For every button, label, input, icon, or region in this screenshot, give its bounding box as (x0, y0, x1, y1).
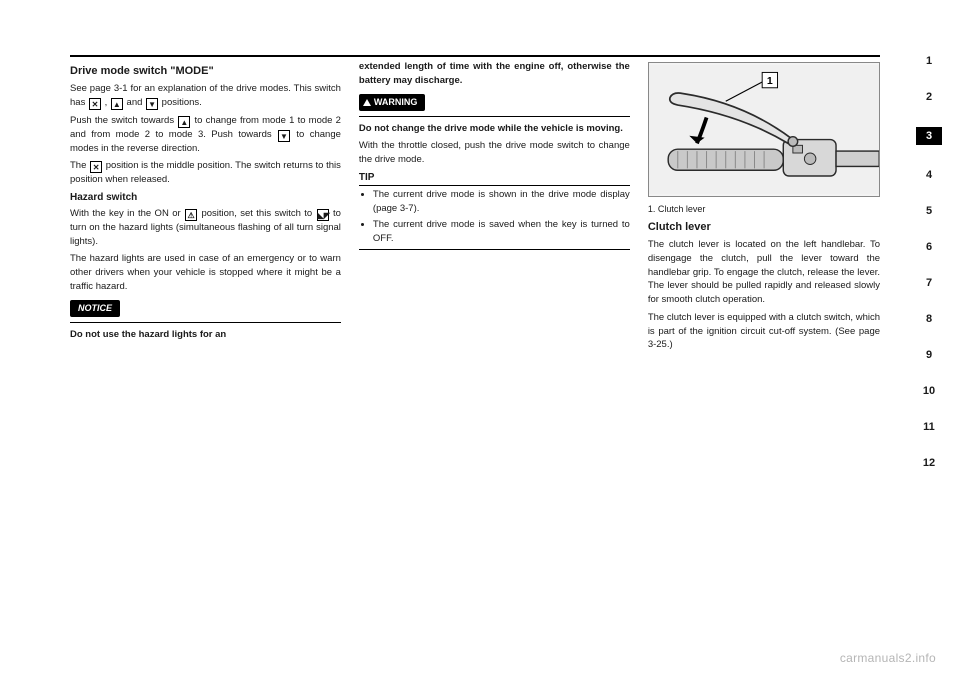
warning-badge: WARNING (359, 94, 426, 111)
tab-2[interactable]: 2 (916, 91, 942, 103)
tab-5[interactable]: 5 (916, 205, 942, 217)
figure-caption: 1. Clutch lever (648, 203, 880, 216)
tab-11[interactable]: 11 (916, 421, 942, 433)
text: and (127, 97, 146, 108)
tip-end-rule (359, 249, 630, 250)
clutch-lever-figure: 1 (648, 62, 880, 197)
tip-item: The current drive mode is saved when the… (373, 218, 630, 246)
x-icon: ✕ (90, 161, 102, 173)
mode-para-3: The ✕ position is the middle position. T… (70, 159, 341, 187)
warning-rule (359, 116, 630, 117)
mode-para-2: Push the switch towards ▲ to change from… (70, 114, 341, 156)
tab-8[interactable]: 8 (916, 313, 942, 325)
tip-list: The current drive mode is shown in the d… (373, 188, 630, 245)
hazard-icon: ◣◤ (317, 209, 329, 221)
tab-12[interactable]: 12 (916, 457, 942, 469)
text: position is the middle position. The swi… (70, 160, 341, 185)
warning-triangle-icon (363, 99, 371, 106)
notice-rule (70, 322, 341, 323)
up-icon: ▲ (178, 116, 190, 128)
clutch-para-2: The clutch lever is equipped with a clut… (648, 311, 880, 352)
clutch-title: Clutch lever (648, 220, 880, 236)
down-icon: ▼ (278, 130, 290, 142)
notice-badge: NOTICE (70, 300, 120, 317)
tip-item: The current drive mode is shown in the d… (373, 188, 630, 216)
tip-heading: TIP (359, 171, 630, 187)
text: position, set this switch to (201, 208, 315, 219)
text: , (105, 97, 110, 108)
header-rule (70, 55, 880, 57)
tab-3[interactable]: 3 (916, 127, 942, 145)
tab-10[interactable]: 10 (916, 385, 942, 397)
tab-6[interactable]: 6 (916, 241, 942, 253)
column-1: Drive mode switch "MODE" See page 3-1 fo… (70, 60, 341, 356)
up-icon: ▲ (111, 98, 123, 110)
mode-para-1: See page 3-1 for an explanation of the d… (70, 82, 341, 110)
column-3: 1 1. Clutch lever Clutch lever The clutc… (648, 60, 880, 356)
watermark: carmanuals2.info (840, 651, 936, 665)
text: With the key in the ON or (70, 208, 184, 219)
warn-icon: ⚠ (185, 209, 197, 221)
chapter-tabs: 1 2 3 4 5 6 7 8 9 10 11 12 (916, 55, 942, 469)
callout-1: 1 (767, 75, 773, 87)
text: Push the switch towards (70, 115, 177, 126)
column-2: extended length of time with the engine … (359, 60, 630, 356)
notice-text: Do not use the hazard lights for an (70, 328, 341, 342)
text: The (70, 160, 89, 171)
hazard-title: Hazard switch (70, 191, 341, 206)
mode-instruct: With the throttle closed, push the drive… (359, 139, 630, 167)
warning-text: Do not change the drive mode while the v… (359, 122, 630, 136)
notice-continued: extended length of time with the engine … (359, 60, 630, 88)
clutch-lever-illustration: 1 (649, 63, 879, 196)
tab-4[interactable]: 4 (916, 169, 942, 181)
x-icon: ✕ (89, 98, 101, 110)
clutch-para-1: The clutch lever is located on the left … (648, 238, 880, 307)
tab-9[interactable]: 9 (916, 349, 942, 361)
hazard-para-2: The hazard lights are used in case of an… (70, 252, 341, 293)
hazard-para-1: With the key in the ON or ⚠ position, se… (70, 207, 341, 249)
mode-switch-title: Drive mode switch "MODE" (70, 64, 341, 80)
tab-1[interactable]: 1 (916, 55, 942, 67)
down-icon: ▼ (146, 98, 158, 110)
text: positions. (162, 97, 202, 108)
warning-label: WARNING (374, 97, 418, 107)
tab-7[interactable]: 7 (916, 277, 942, 289)
